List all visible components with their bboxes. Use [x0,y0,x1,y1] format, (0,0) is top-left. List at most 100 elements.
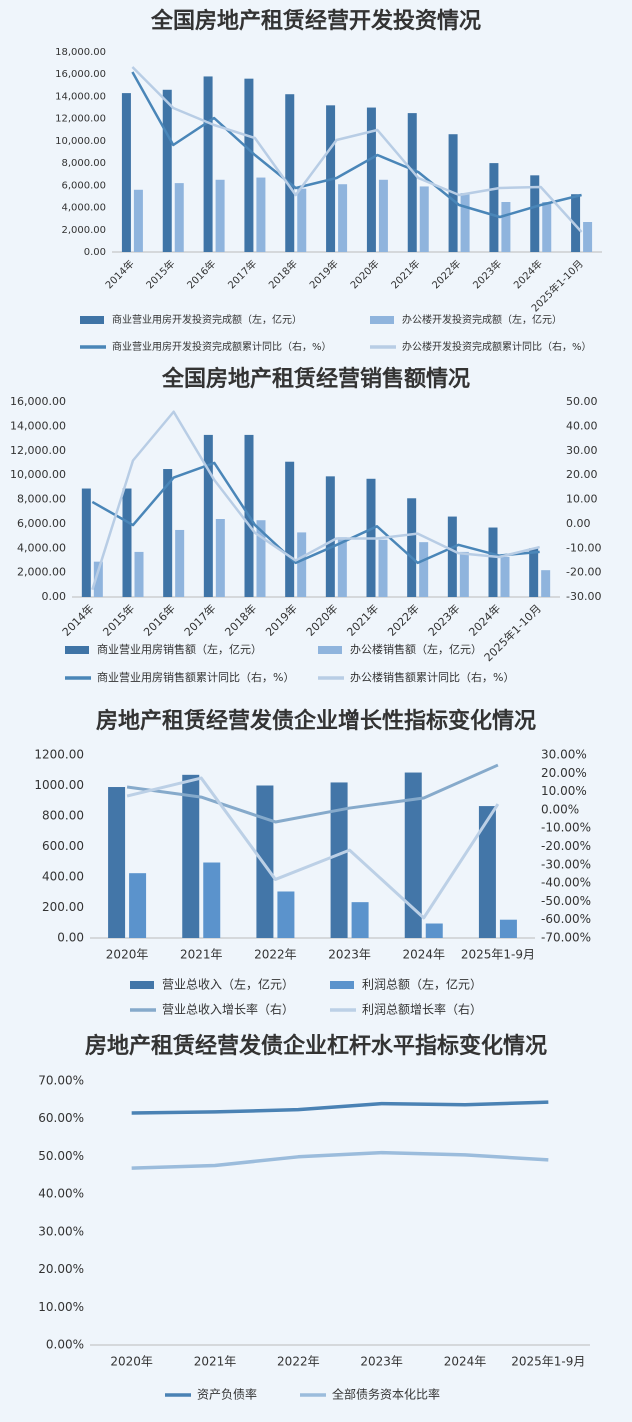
y2-tick-label: 50.00 [566,395,598,408]
y-tick-label: 60.00% [38,1111,84,1125]
bar [447,516,457,597]
bar [330,782,348,938]
y2-tick-label: 0.00% [541,802,579,816]
y-tick-label: 6,000.00 [17,517,66,530]
x-tick-label: 2020年 [303,601,340,638]
x-tick-label: 2024年 [444,1355,487,1369]
legend-label: 营业总收入（左，亿元） [162,977,294,992]
legend-label: 商业营业用房销售额（左，亿元） [97,642,262,656]
y2-tick-label: 0.00 [566,517,591,530]
y-tick-label: 4,000.00 [17,541,66,554]
x-tick-label: 2015年 [100,601,137,638]
bar [378,539,388,597]
bar [500,556,510,597]
y2-tick-label: -10.00 [566,541,601,554]
y2-tick-label: 10.00 [566,493,598,506]
bar [122,488,132,597]
legend-label: 利润总额（左，亿元） [362,977,482,992]
legend-label: 全部债务资本化比率 [332,1387,440,1402]
y-tick-label: 200.00 [42,900,84,914]
bar [541,570,551,597]
bar [337,537,347,597]
y-tick-label: 30.00% [38,1224,84,1238]
y-tick-label: 2,000.00 [61,225,106,236]
x-tick-label: 2022年 [277,1355,320,1369]
legend-label: 办公楼销售额累计同比（右，%） [350,670,514,684]
y-tick-label: 50.00% [38,1149,84,1163]
bar [256,785,274,938]
y-tick-label: 8,000.00 [61,158,106,169]
line [91,461,540,565]
y-tick-label: 0.00% [46,1338,84,1352]
bar [256,520,266,597]
y2-tick-label: 40.00 [566,419,598,432]
y-tick-label: 10,000.00 [55,136,106,147]
x-tick-label: 2021年 [194,1355,237,1369]
bar [174,183,184,252]
x-tick-label: 2023年 [425,601,462,638]
bar [108,787,126,938]
y2-tick-label: 10.00% [541,784,587,798]
bar [325,476,335,597]
x-tick-label: 2024年 [466,601,503,638]
x-tick-label: 2018年 [266,257,300,291]
y2-tick-label: -10.00% [541,821,591,835]
y2-tick-label: -30.00% [541,857,591,871]
y-tick-label: 18,000.00 [55,47,106,58]
y-tick-label: 70.00% [38,1074,84,1088]
bar [285,94,295,252]
x-tick-label: 2024年 [402,948,445,962]
x-tick-label: 2025年1-9月 [511,1355,585,1369]
bar [297,532,307,597]
bar [407,498,417,597]
legend-swatch [330,981,354,989]
legend-label: 资产负债率 [197,1387,257,1402]
y2-tick-label: -50.00% [541,894,591,908]
x-tick-label: 2022年 [254,948,297,962]
legend-label: 商业营业用房开发投资完成额（左，亿元） [112,313,302,326]
x-tick-label: 2019年 [262,601,299,638]
y2-tick-label: 30.00% [541,748,587,762]
y-tick-label: 12,000.00 [10,444,66,457]
legend-swatch [65,646,89,654]
x-tick-label: 2020年 [106,948,149,962]
bar [297,188,307,252]
bar [203,76,213,252]
y-tick-label: 600.00 [42,839,84,853]
y-tick-label: 12,000.00 [55,114,106,125]
y2-tick-label: 20.00 [566,468,598,481]
y-tick-label: 16,000.00 [55,69,106,80]
y-tick-label: 40.00% [38,1187,84,1201]
bar [488,527,498,597]
legend-swatch [318,646,342,654]
x-tick-label: 2016年 [184,257,218,291]
line [131,1150,549,1170]
bar [404,772,422,938]
y-tick-label: 400.00 [42,870,84,884]
legend-label: 办公楼销售额（左，亿元） [350,642,482,656]
bar [163,469,173,597]
bar [93,561,103,597]
bar [162,89,172,253]
legend-label: 营业总收入增长率（右） [162,1002,294,1017]
line [131,71,582,219]
bar [425,923,443,938]
bar [571,194,581,252]
y-tick-label: 0.00 [57,931,84,945]
y2-tick-label: -20.00% [541,839,591,853]
bar [203,434,213,597]
legend-label: 商业营业用房销售额累计同比（右，%） [97,670,294,684]
y2-tick-label: 20.00% [541,766,587,780]
bar [175,529,185,597]
bar [542,202,552,252]
bar [277,891,295,938]
bar [81,488,91,597]
y-tick-label: 8,000.00 [17,493,66,506]
line [131,1100,549,1115]
x-tick-label: 2017年 [181,601,218,638]
x-tick-label: 2021年 [388,257,422,291]
bar [489,163,499,252]
bar [182,774,200,938]
x-tick-label: 2016年 [140,601,177,638]
